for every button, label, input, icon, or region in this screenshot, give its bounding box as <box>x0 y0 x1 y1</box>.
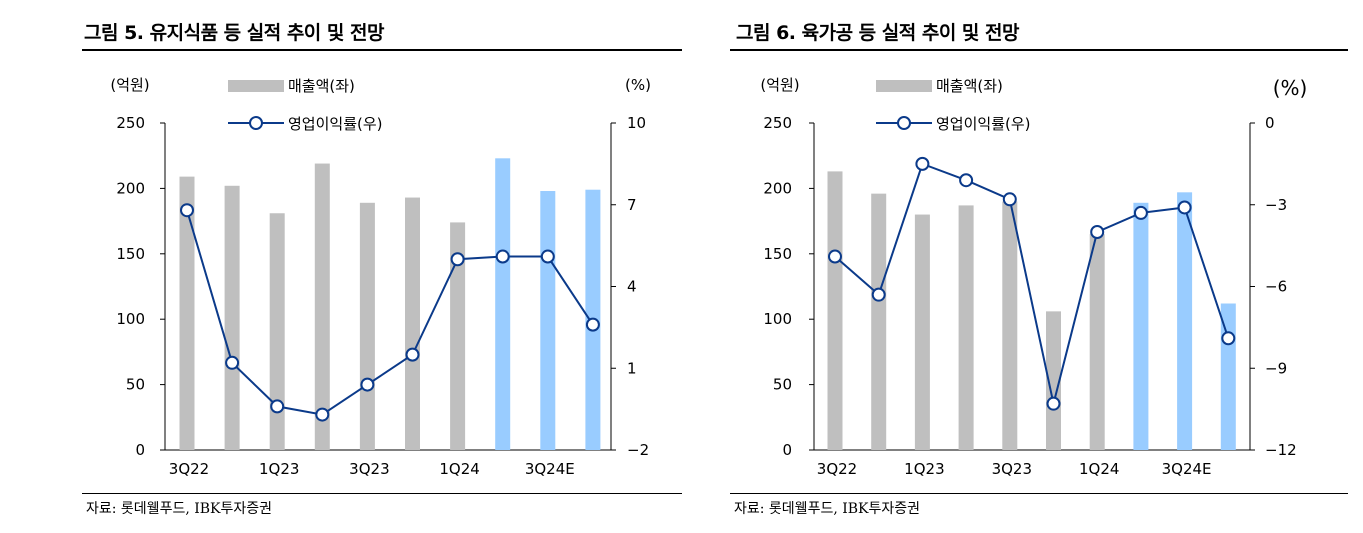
left-tick-label: 200 <box>116 179 145 197</box>
x-tick-label: 3Q23 <box>349 460 389 478</box>
left-axis-unit-label: (억원) <box>110 76 149 94</box>
x-tick-label: 3Q23 <box>992 460 1032 478</box>
margin-point-3Q22 <box>828 249 842 264</box>
bar-4Q23 <box>405 197 420 450</box>
left-tick-label: 100 <box>116 310 145 328</box>
left-tick-label: 250 <box>116 114 145 132</box>
figure-5-chart: (억원) (%) 0 50 100 150 200 250 −2 1 4 7 10 3Q22 1Q23 3Q2… <box>110 76 651 478</box>
left-tick-label: 150 <box>116 245 145 263</box>
right-tick-label: −6 <box>1265 278 1287 296</box>
bar-2Q24 <box>495 158 511 450</box>
bar-3Q23 <box>359 202 375 450</box>
left-axis-unit-label: (억원) <box>760 76 799 94</box>
legend-line-label: 영업이익률(우) <box>936 115 1031 133</box>
left-tick-label: 0 <box>782 441 792 459</box>
left-tick-label: 250 <box>763 114 792 132</box>
right-tick-label: 0 <box>1265 114 1275 132</box>
bar-3Q24E <box>1177 192 1193 450</box>
operating-margin-line <box>834 162 1230 404</box>
right-tick-label: 1 <box>627 359 637 377</box>
legend-line-marker <box>249 116 263 130</box>
margin-point-3Q23 <box>360 377 375 392</box>
x-tick-label: 1Q23 <box>904 460 944 478</box>
right-tick-label: 10 <box>627 114 646 132</box>
figure-6-bottom-rule <box>730 493 1348 494</box>
legend-bar-swatch <box>228 80 284 92</box>
bar-1Q24 <box>1089 234 1105 450</box>
bar-2Q24 <box>1133 202 1149 450</box>
margin-point-4Q22 <box>225 355 240 370</box>
x-tick-label: 1Q24 <box>439 460 479 478</box>
margin-point-3Q23 <box>1002 192 1017 207</box>
bar-3Q23 <box>1002 201 1018 450</box>
figure-6-chart: (억원) (%) 0 50 100 150 200 250 −12 −9 −6 −3 0 3Q22 1Q23… <box>760 76 1308 478</box>
right-tick-label: 7 <box>627 196 637 214</box>
legend-bar-label: 매출액(좌) <box>936 77 1003 95</box>
margin-point-2Q23 <box>315 407 330 422</box>
left-tick-label: 150 <box>763 245 792 263</box>
right-tick-label: 4 <box>627 278 637 296</box>
margin-point-1Q23 <box>270 399 285 414</box>
figure-5-top-rule <box>82 49 682 51</box>
right-axis-unit-label: (%) <box>625 76 651 94</box>
bar-3Q22 <box>827 171 843 450</box>
right-tick-label: −12 <box>1265 441 1297 459</box>
left-tick-label: 0 <box>135 441 145 459</box>
figure-6-source: 자료: 롯데웰푸드, IBK투자증권 <box>734 501 921 517</box>
bar-1Q23 <box>914 214 930 450</box>
margin-point-2Q24 <box>495 249 510 264</box>
legend-line-label: 영업이익률(우) <box>288 115 383 133</box>
right-axis-unit-label: (%) <box>1273 76 1308 100</box>
margin-point-4Q23 <box>1046 396 1061 411</box>
x-tick-label: 3Q22 <box>817 460 857 478</box>
legend-bar-label: 매출액(좌) <box>288 77 355 95</box>
margin-point-4Q24E <box>1221 331 1236 346</box>
bar-4Q22 <box>871 193 887 450</box>
x-tick-label: 1Q23 <box>259 460 299 478</box>
bar-2Q23 <box>314 163 330 450</box>
bar-2Q23 <box>958 205 974 450</box>
bar-3Q22 <box>179 176 195 450</box>
right-tick-label: −3 <box>1265 196 1287 214</box>
figure-6-top-rule <box>730 49 1348 51</box>
margin-point-2Q24 <box>1133 205 1148 220</box>
margin-point-1Q23 <box>915 156 930 171</box>
bar-4Q22 <box>224 185 240 450</box>
figure-5-title: 그림 5. 유지식품 등 실적 추이 및 전망 <box>84 22 384 44</box>
margin-point-3Q24E <box>1177 200 1192 215</box>
left-tick-label: 50 <box>126 376 145 394</box>
legend-line-marker <box>897 116 911 130</box>
margin-point-3Q24E <box>540 249 555 264</box>
figure-5-panel: 그림 5. 유지식품 등 실적 추이 및 전망 (억원) (%) 0 50 100 150… <box>82 22 682 517</box>
bar-4Q23 <box>1046 311 1061 450</box>
x-tick-label: 1Q24 <box>1079 460 1119 478</box>
left-tick-label: 100 <box>763 310 792 328</box>
x-tick-label: 3Q22 <box>169 460 209 478</box>
margin-point-1Q24 <box>1090 225 1105 239</box>
right-tick-label: −2 <box>627 441 649 459</box>
bar-3Q24E <box>540 191 556 451</box>
figure-5-bottom-rule <box>82 493 682 494</box>
right-tick-label: −9 <box>1265 359 1287 377</box>
x-tick-label: 3Q24E <box>1162 460 1212 478</box>
figure-5-source: 자료: 롯데웰푸드, IBK투자증권 <box>86 501 273 517</box>
margin-point-4Q24E <box>585 317 600 332</box>
bar-1Q24 <box>450 222 466 450</box>
figure-6-panel: 그림 6. 육가공 등 실적 추이 및 전망 (억원) (%) 0 50 100 150 2… <box>712 0 1363 533</box>
operating-margin-line <box>186 209 594 416</box>
margin-point-1Q24 <box>450 252 465 267</box>
left-tick-label: 200 <box>763 179 792 197</box>
margin-point-4Q22 <box>871 287 886 302</box>
left-tick-label: 50 <box>773 376 792 394</box>
margin-point-4Q23 <box>405 347 420 362</box>
figure-6-title: 그림 6. 육가공 등 실적 추이 및 전망 <box>736 22 1019 44</box>
bar-1Q23 <box>269 213 285 450</box>
margin-point-2Q23 <box>959 173 974 188</box>
legend-bar-swatch <box>876 80 932 92</box>
margin-point-3Q22 <box>180 203 194 218</box>
x-tick-label: 3Q24E <box>525 460 575 478</box>
